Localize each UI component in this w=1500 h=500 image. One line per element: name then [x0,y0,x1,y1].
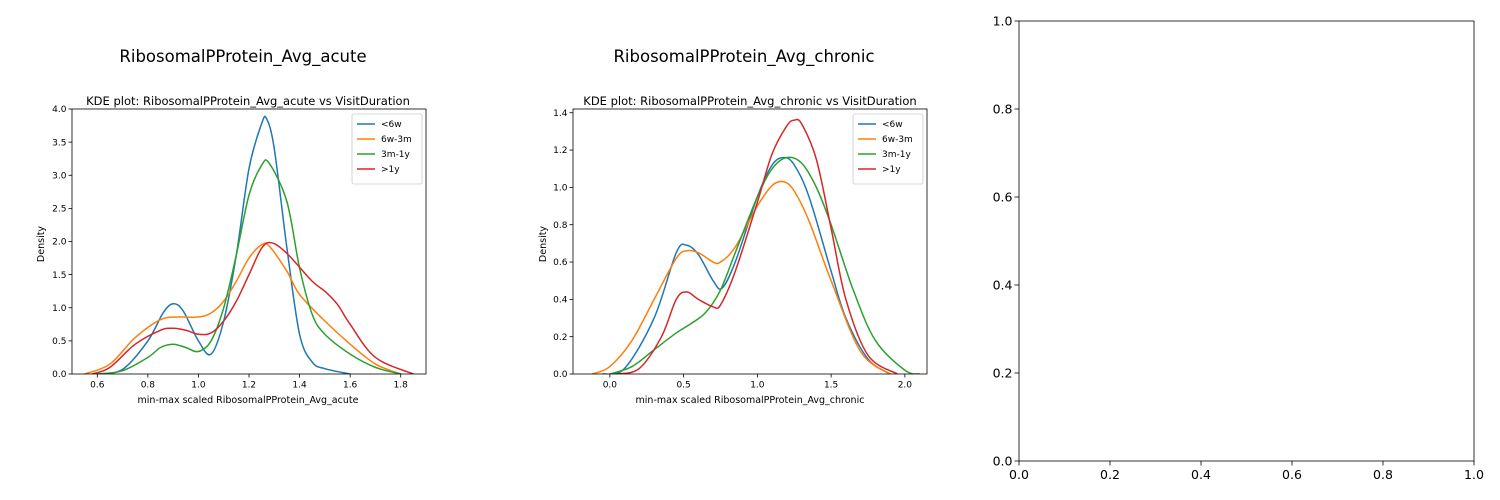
y-tick-label: 3.5 [52,138,66,148]
x-tick-label: 0.0 [1009,467,1029,482]
plot-area-chronic: 0.0 0.5 1.0 1.5 2.0 0.0 0.2 0.4 0.6 0.8 1.0 1.2 1.4 <… [553,108,928,391]
y-tick-label: 0.0 [993,453,1013,468]
y-tick-label: 4.0 [52,105,67,115]
series-line-3 [97,159,401,374]
y-tick-label: 0.8 [993,101,1013,116]
x-tick-label: 1.0 [750,381,765,391]
legend-label: 3m-1y [381,150,410,160]
x-tick-label: 1.8 [394,381,409,391]
y-tick-label: 0.4 [993,277,1013,292]
y-tick-label: 1.2 [553,146,567,156]
chart-title-acute: KDE plot: RibosomalPProtein_Avg_acute vs… [86,94,410,108]
legend-label: <6w [381,120,402,130]
y-tick-label: 1.5 [52,271,66,281]
x-tick-label: 0.4 [1191,467,1211,482]
series-line-3 [609,156,920,374]
y-tick-label: 1.0 [52,304,67,314]
x-axis-label-chronic: min-max scaled RibosomalPProtein_Avg_chr… [636,395,865,406]
figure-title-chronic: RibosomalPProtein_Avg_chronic [613,47,874,67]
legend: <6w 6w-3m 3m-1y >1y [852,113,924,185]
y-tick-label: 0.8 [553,221,568,231]
y-axis-label-acute: Density [36,226,47,262]
legend: <6w 6w-3m 3m-1y >1y [351,113,423,185]
x-tick-label: 2.0 [898,381,913,391]
plot-area-empty: 0.0 0.2 0.4 0.6 0.8 1.0 0.0 0.2 0.4 0.6 0.8 1.0 [993,13,1484,482]
x-tick-label: 0.6 [90,381,105,391]
y-tick-label: 0.6 [993,189,1013,204]
x-tick-label: 0.6 [1282,467,1302,482]
series-line-1 [97,115,351,374]
y-tick-label: 1.4 [553,109,568,119]
legend-label: 6w-3m [882,135,913,145]
x-tick-label: 1.0 [1464,467,1484,482]
plot-area-acute: 0.6 0.8 1.0 1.2 1.4 1.6 1.8 0.0 0.5 1.0 1.5 2.0 2.5 3… [52,105,427,391]
y-tick-label: 1.0 [993,13,1013,28]
x-tick-label: 0.2 [1100,467,1120,482]
y-tick-label: 1.0 [553,184,568,194]
y-tick-label: 0.4 [553,296,568,306]
series-line-2 [591,180,891,374]
y-tick-label: 0.0 [553,370,568,380]
x-tick-label: 0.8 [1373,467,1393,482]
y-tick-label: 0.2 [553,333,567,343]
x-tick-label: 0.0 [603,381,618,391]
y-tick-label: 0.2 [993,365,1013,380]
y-tick-label: 0.0 [52,370,67,380]
x-tick-label: 1.2 [242,381,256,391]
panel-empty: 0.0 0.2 0.4 0.6 0.8 1.0 0.0 0.2 0.4 0.6 0.8 1.0 [993,13,1484,482]
legend-box [852,113,924,185]
series-group [84,115,414,374]
y-tick-label: 3.0 [52,171,67,181]
legend-label: <6w [882,120,903,130]
y-tick-label: 0.6 [553,258,568,268]
panel-chronic: RibosomalPProtein_Avg_chronic KDE plot: … [538,47,928,406]
x-tick-label: 1.5 [824,381,838,391]
series-line-4 [617,118,898,374]
y-tick-label: 0.5 [52,337,66,347]
legend-label: 3m-1y [882,150,911,160]
series-group [591,118,920,374]
axes-frame [1018,20,1475,462]
legend-label: >1y [882,165,901,175]
x-tick-label: 0.5 [676,381,690,391]
legend-box [351,113,423,185]
series-line-4 [91,241,414,374]
axes-frame [572,108,928,375]
y-tick-label: 2.5 [52,205,66,215]
y-tick-label: 2.0 [52,238,67,248]
series-line-1 [602,156,891,374]
y-axis-label-chronic: Density [538,226,549,262]
legend-label: >1y [381,165,400,175]
x-tick-label: 1.4 [292,381,307,391]
legend-label: 6w-3m [381,135,412,145]
figure-title-acute: RibosomalPProtein_Avg_acute [119,47,366,67]
panel-acute: RibosomalPProtein_Avg_acute KDE plot: Ri… [36,47,427,406]
series-line-2 [84,242,401,374]
x-tick-label: 0.8 [141,381,156,391]
x-tick-label: 1.0 [191,381,206,391]
x-tick-label: 1.6 [343,381,358,391]
chart-title-chronic: KDE plot: RibosomalPProtein_Avg_chronic … [583,94,916,108]
x-axis-label-acute: min-max scaled RibosomalPProtein_Avg_acu… [138,395,359,406]
